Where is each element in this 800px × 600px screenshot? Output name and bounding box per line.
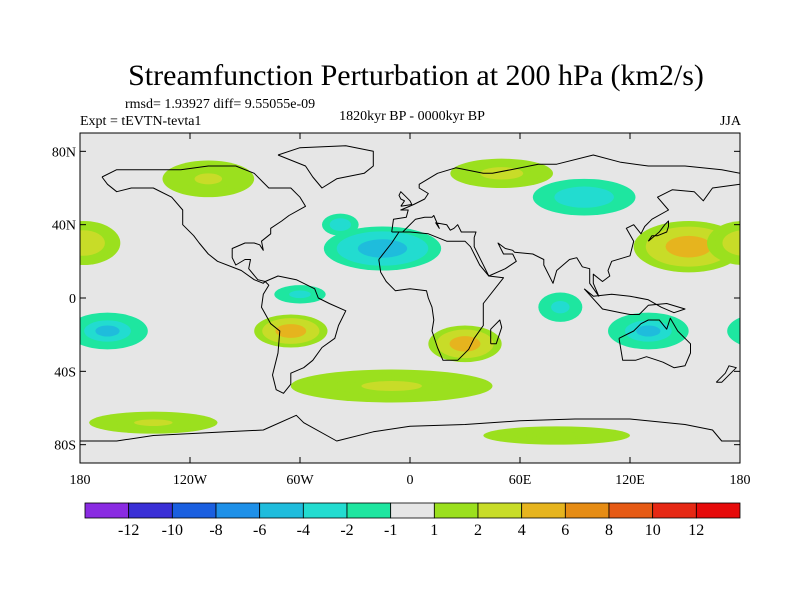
coastline-new-zealand (715, 365, 737, 383)
colorbar-swatch (215, 502, 261, 519)
contour-band (568, 191, 600, 203)
colorbar-label: 2 (474, 522, 482, 539)
map-plot-area (79, 132, 741, 464)
coastlines (80, 145, 740, 442)
colorbar-swatch (564, 502, 610, 519)
colorbar-swatch (128, 502, 173, 519)
x-tick-label: 60W (286, 473, 314, 488)
colorbar-label: -8 (209, 522, 222, 539)
contour-band (279, 326, 302, 336)
colorbar-swatch (477, 502, 523, 519)
coastline-indonesia (583, 288, 686, 315)
contour-band (636, 325, 661, 337)
colorbar-label: -10 (162, 522, 183, 539)
y-tick-label: 80S (54, 439, 76, 454)
coastline-japan (647, 220, 669, 242)
colorbar-label: 12 (688, 522, 704, 539)
colorbar: -12 -10 -8 -6 -4 -2 -1 1 2 4 6 8 10 12 (84, 502, 741, 539)
y-tick-label: 40N (52, 219, 76, 234)
field-feature-australia-low (608, 312, 689, 350)
contour-band (80, 236, 95, 250)
coastline-africa (378, 231, 504, 361)
x-tick-label: 60E (509, 473, 532, 488)
experiment-label: Expt = tEVTN-tevta1 (80, 114, 201, 129)
coastline-eurasia (391, 154, 740, 297)
contour-band (672, 238, 706, 255)
y-tick-label: 80N (52, 145, 76, 160)
field-feature-tropical-atlantic-low (274, 285, 326, 304)
colorbar-swatch (302, 502, 348, 519)
contour-band (361, 381, 422, 391)
contour-field (80, 158, 740, 445)
contour-band (194, 173, 223, 185)
colorbar-swatch (695, 502, 741, 519)
colorbar-swatch (433, 502, 479, 519)
contour-band (732, 236, 740, 250)
stats-label: rmsd= 1.93927 diff= 9.55055e-09 (125, 97, 315, 112)
colorbar-swatch (652, 502, 697, 519)
contour-band (334, 221, 346, 228)
colorbar-label: 4 (518, 522, 526, 539)
contour-band (95, 325, 120, 337)
colorbar-label: 8 (605, 522, 613, 539)
field-feature-arctic-eurasia-high (450, 158, 553, 188)
colorbar-swatch (521, 502, 566, 519)
colorbar-label: 6 (561, 522, 569, 539)
contour-band (364, 241, 401, 256)
field-feature-antarctic-high (89, 411, 218, 434)
colorbar-label: 1 (430, 522, 438, 539)
colorbar-label: -12 (118, 522, 139, 539)
field-feature-west-atlantic-low (322, 213, 359, 236)
contour-band (292, 291, 308, 298)
colorbar-swatch (171, 502, 217, 519)
field-feature-southern-ocean-high (290, 369, 493, 403)
colorbar-label: -6 (253, 522, 266, 539)
field-feature-indian-ocean-low (538, 292, 583, 322)
colorbar-label: -1 (384, 522, 397, 539)
x-tick-label: 180 (730, 473, 751, 488)
contour-band (727, 317, 740, 345)
coastline-antarctica (80, 414, 740, 442)
x-tick-label: 120W (173, 473, 208, 488)
field-feature-antarctic-high-east (483, 426, 630, 445)
x-tick-label: 120E (615, 473, 645, 488)
field-feature-southern-africa-high (428, 325, 502, 363)
colorbar-swatch (390, 502, 435, 519)
contour-band (134, 419, 173, 426)
colorbar-swatch (608, 502, 654, 519)
colorbar-label: 10 (645, 522, 661, 539)
coastline-north-america (101, 165, 306, 284)
field-feature-north-america-high (162, 160, 255, 198)
field-feature-north-atlantic-africa-low (323, 226, 442, 271)
coastline-madagascar (490, 319, 503, 345)
chart-title: Streamfunction Perturbation at 200 hPa (… (128, 59, 704, 92)
field-feature-south-pacific-low (80, 312, 740, 350)
colorbar-swatch (346, 502, 392, 519)
coastline-british-isles (398, 191, 413, 207)
contour-band (736, 324, 740, 338)
coastline-greenland (277, 145, 374, 189)
coastline-australia (618, 317, 691, 369)
season-label: JJA (720, 114, 742, 129)
y-tick-label: 0 (69, 292, 76, 307)
contour-band (454, 338, 476, 350)
y-axis: 80N 40N 0 40S 80S (52, 145, 740, 454)
period-label: 1820kyr BP - 0000kyr BP (339, 109, 485, 124)
field-feature-east-pacific-high (80, 221, 740, 265)
field-feature-north-pacific-low (532, 178, 636, 216)
x-axis: 180 120W 60W 0 60E 120E 180 (70, 133, 751, 488)
contour-band (486, 168, 518, 178)
x-tick-label: 0 (407, 473, 414, 488)
colorbar-swatch (259, 502, 304, 519)
colorbar-label: -2 (340, 522, 353, 539)
colorbar-swatch (84, 502, 130, 519)
contour-band (553, 302, 567, 312)
colorbar-label: -4 (297, 522, 310, 539)
contour-band (534, 432, 579, 439)
x-tick-label: 180 (70, 473, 91, 488)
field-feature-south-america-high (254, 314, 328, 348)
y-tick-label: 40S (54, 365, 76, 380)
coastline-south-america (261, 275, 347, 394)
